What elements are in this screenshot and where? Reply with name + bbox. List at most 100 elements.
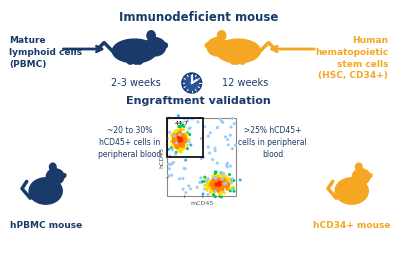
Point — [214, 174, 220, 178]
Point — [215, 184, 221, 188]
Point — [226, 181, 232, 185]
Point — [180, 134, 186, 138]
Point — [210, 174, 216, 178]
Point — [178, 142, 184, 146]
Point — [216, 190, 223, 195]
Point — [174, 141, 181, 145]
Point — [221, 175, 227, 179]
Point — [178, 134, 184, 138]
Point — [175, 148, 182, 152]
Point — [180, 187, 186, 191]
Point — [226, 187, 232, 191]
Point — [227, 164, 234, 168]
Point — [176, 177, 183, 181]
Point — [176, 141, 182, 145]
Point — [227, 189, 234, 193]
Point — [225, 187, 232, 191]
Point — [174, 135, 180, 140]
Ellipse shape — [50, 163, 56, 171]
Point — [224, 165, 230, 169]
Point — [208, 186, 215, 190]
Point — [177, 134, 184, 138]
Point — [228, 180, 234, 184]
Point — [211, 177, 218, 182]
Point — [211, 189, 218, 193]
Point — [173, 129, 179, 133]
Point — [181, 136, 188, 140]
Point — [222, 177, 229, 181]
Point — [223, 174, 229, 178]
Point — [200, 155, 207, 159]
Point — [209, 187, 216, 191]
Point — [178, 136, 184, 140]
Point — [218, 186, 225, 190]
Point — [177, 131, 183, 135]
Point — [180, 145, 186, 150]
Point — [228, 180, 234, 184]
Point — [176, 142, 182, 146]
Point — [212, 188, 218, 192]
Point — [174, 137, 181, 142]
Point — [175, 140, 182, 144]
Point — [170, 161, 177, 165]
Point — [205, 176, 212, 180]
Point — [210, 177, 216, 181]
Point — [178, 143, 184, 147]
Point — [176, 134, 182, 138]
Point — [198, 176, 204, 180]
Point — [174, 143, 181, 147]
Point — [170, 135, 177, 139]
Point — [222, 181, 228, 185]
Point — [213, 176, 219, 180]
Point — [178, 139, 184, 143]
Point — [218, 195, 225, 199]
Point — [176, 144, 182, 148]
Point — [178, 146, 184, 150]
Point — [216, 182, 222, 186]
Point — [212, 189, 218, 193]
Point — [210, 174, 216, 178]
Point — [176, 124, 182, 129]
Point — [219, 185, 226, 189]
Point — [172, 137, 179, 142]
Point — [227, 133, 234, 137]
Point — [200, 192, 206, 196]
Point — [224, 180, 230, 184]
Point — [201, 179, 208, 183]
Point — [228, 181, 235, 185]
Point — [175, 142, 182, 146]
Ellipse shape — [46, 169, 64, 184]
Point — [174, 137, 180, 142]
Point — [229, 185, 236, 189]
Point — [205, 134, 212, 138]
Point — [178, 138, 184, 142]
Point — [202, 184, 208, 188]
Point — [219, 187, 226, 191]
Point — [172, 135, 178, 139]
Point — [174, 137, 180, 141]
Point — [208, 190, 214, 194]
Point — [232, 143, 238, 147]
Point — [210, 181, 216, 185]
Point — [183, 138, 189, 142]
Point — [172, 130, 179, 134]
Point — [171, 133, 177, 137]
Point — [219, 182, 226, 186]
Text: Mature
lymphoid cells
(PBMC): Mature lymphoid cells (PBMC) — [9, 36, 82, 69]
Point — [210, 180, 216, 185]
Point — [175, 140, 182, 144]
Point — [174, 144, 180, 148]
Point — [225, 143, 232, 147]
Point — [180, 147, 186, 151]
Point — [222, 191, 228, 195]
Point — [226, 177, 232, 181]
Point — [179, 141, 186, 145]
Point — [178, 138, 184, 142]
Point — [176, 142, 183, 146]
Point — [180, 147, 187, 151]
Point — [216, 190, 223, 194]
Point — [168, 139, 175, 143]
Point — [219, 174, 226, 178]
Point — [172, 133, 178, 137]
Point — [230, 186, 236, 190]
